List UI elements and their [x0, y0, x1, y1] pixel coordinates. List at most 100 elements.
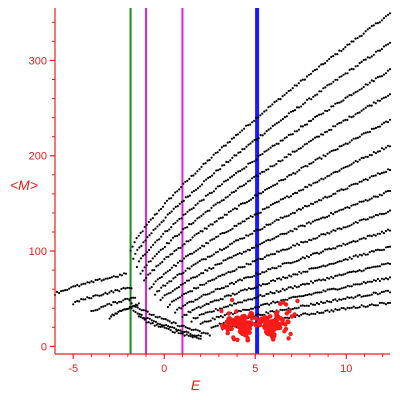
data-point: [247, 263, 250, 266]
data-point: [287, 231, 290, 234]
data-point: [88, 297, 91, 300]
data-point: [300, 272, 303, 275]
data-point: [376, 99, 379, 102]
data-point: [183, 243, 186, 246]
data-point: [143, 318, 146, 321]
data-point: [221, 316, 224, 319]
data-point: [344, 297, 347, 300]
data-point: [221, 216, 224, 219]
data-point: [328, 195, 331, 198]
data-point: [76, 283, 79, 287]
data-point: [277, 200, 280, 203]
data-point: [187, 310, 190, 313]
data-point: [388, 168, 392, 172]
data-point: [202, 258, 205, 261]
data-point: [307, 120, 311, 123]
data-point: [350, 139, 353, 142]
data-point: [297, 106, 301, 109]
highlight-point: [247, 313, 252, 318]
data-point: [189, 290, 192, 293]
data-point: [284, 316, 287, 319]
data-point: [226, 305, 230, 308]
data-point: [84, 282, 87, 285]
data-point: [184, 226, 187, 229]
data-point: [219, 297, 222, 300]
data-point: [378, 99, 381, 102]
data-point: [203, 320, 206, 323]
highlight-point: [281, 300, 286, 305]
data-point: [174, 191, 177, 194]
data-point: [251, 140, 254, 143]
data-point: [318, 291, 321, 294]
data-point: [292, 192, 295, 196]
data-point: [307, 73, 310, 76]
data-point: [239, 169, 242, 173]
data-point: [354, 182, 357, 185]
data-point: [366, 294, 369, 297]
data-point: [295, 106, 299, 109]
data-point: [271, 202, 274, 206]
data-point: [100, 294, 103, 297]
data-point: [128, 286, 131, 290]
data-point: [64, 289, 67, 292]
data-point: [238, 185, 241, 188]
data-point: [255, 286, 259, 289]
data-point: [388, 245, 392, 248]
data-point: [179, 329, 182, 332]
data-point: [315, 251, 319, 254]
data-point: [380, 194, 383, 197]
data-point: [334, 247, 337, 250]
highlight-point: [219, 308, 224, 314]
data-point: [182, 257, 186, 260]
data-point: [112, 275, 115, 278]
data-point: [376, 49, 379, 52]
data-point: [269, 239, 272, 242]
data-point: [210, 310, 213, 313]
data-point: [223, 231, 226, 235]
data-point: [108, 276, 111, 280]
data-point: [212, 190, 215, 193]
data-point: [350, 116, 353, 119]
data-point: [200, 272, 203, 275]
data-point: [338, 189, 341, 192]
data-point: [271, 103, 274, 106]
data-point: [281, 232, 284, 235]
data-point: [236, 133, 240, 136]
data-point: [227, 294, 230, 297]
data-point: [340, 244, 343, 247]
data-point: [354, 283, 357, 286]
data-point: [360, 87, 363, 90]
data-point: [140, 313, 143, 316]
data-point: [218, 322, 221, 325]
data-point: [162, 284, 165, 287]
data-point: [162, 232, 165, 235]
data-point: [266, 187, 269, 190]
data-point: [251, 196, 255, 200]
data-point: [358, 294, 361, 297]
data-point: [243, 220, 246, 223]
data-point: [232, 282, 235, 286]
data-point: [257, 229, 260, 232]
data-point: [360, 282, 363, 285]
data-point: [366, 131, 369, 134]
data-point: [139, 231, 142, 234]
data-point: [334, 298, 337, 301]
data-point: [192, 221, 195, 224]
data-point: [346, 95, 349, 98]
data-point: [192, 206, 195, 209]
data-point: [285, 136, 288, 139]
data-point: [201, 244, 204, 247]
data-point: [226, 285, 229, 288]
data-point: [233, 207, 236, 210]
data-point: [316, 266, 319, 269]
data-point: [248, 249, 251, 252]
data-point: [297, 285, 300, 288]
data-point: [165, 293, 168, 296]
data-point: [211, 238, 214, 241]
data-point: [244, 182, 248, 185]
data-point: [352, 222, 355, 225]
data-point: [279, 98, 282, 101]
data-point: [98, 307, 101, 310]
data-point: [267, 168, 270, 171]
data-point: [352, 115, 355, 118]
